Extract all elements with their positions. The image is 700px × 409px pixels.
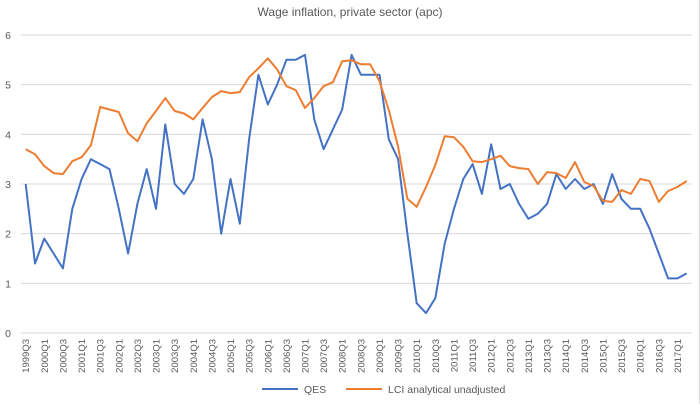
- x-tick-label: 2001Q3: [96, 339, 107, 373]
- x-tick-label: 2012Q1: [487, 339, 498, 373]
- x-tick-label: 2002Q1: [114, 339, 125, 373]
- x-tick-label: 2005Q1: [226, 339, 237, 373]
- series-line-qes: [24, 53, 688, 315]
- x-tick-label: 2007Q3: [319, 339, 330, 373]
- x-tick-label: 2015Q3: [617, 339, 628, 373]
- x-tick-label: 2000Q3: [58, 339, 69, 373]
- y-tick-label: 4: [5, 129, 11, 141]
- x-tick-label: 2006Q3: [282, 339, 293, 373]
- x-tick-label: 2001Q1: [77, 339, 88, 373]
- x-tick-label: 2009Q3: [394, 339, 405, 373]
- x-tick-label: 2014Q3: [580, 339, 591, 373]
- x-tick-label: 2004Q3: [207, 339, 218, 373]
- x-tick-label: 2008Q3: [356, 339, 367, 373]
- legend: QES LCI analytical unadjusted: [262, 384, 505, 396]
- y-tick-label: 5: [5, 80, 11, 92]
- x-tick-label: 2011Q1: [449, 339, 460, 372]
- x-tick-label: 1999Q3: [21, 339, 32, 373]
- x-tick-label: 2013Q1: [524, 339, 535, 373]
- x-tick-label: 2004Q1: [189, 339, 200, 373]
- series-line-lci: [25, 57, 688, 208]
- y-tick-label: 1: [5, 278, 11, 290]
- x-tick-label: 2000Q1: [40, 339, 51, 373]
- x-tick-label: 2010Q1: [412, 339, 423, 373]
- y-tick-label: 6: [5, 30, 11, 42]
- x-tick-label: 2007Q1: [301, 339, 312, 373]
- x-tick-label: 2010Q3: [431, 339, 442, 373]
- x-tick-label: 2005Q3: [245, 339, 256, 373]
- x-tick-label: 2015Q1: [598, 339, 609, 373]
- legend-label-lci: LCI analytical unadjusted: [388, 384, 505, 396]
- y-tick-label: 0: [5, 328, 11, 340]
- x-tick-label: 2002Q3: [133, 339, 144, 373]
- x-tick-label: 2006Q1: [263, 339, 274, 373]
- x-tick-label: 2016Q1: [636, 339, 647, 373]
- x-tick-label: 2016Q3: [654, 339, 665, 373]
- x-tick-label: 2008Q1: [338, 339, 349, 373]
- legend-label-qes: QES: [304, 384, 326, 396]
- y-tick-label: 2: [5, 229, 11, 241]
- y-tick-label: 3: [5, 179, 11, 191]
- chart-title: Wage inflation, private sector (apc): [258, 5, 443, 19]
- x-tick-label: 2003Q1: [152, 339, 163, 373]
- x-tick-label: 2012Q3: [505, 339, 516, 373]
- x-tick-label: 2011Q3: [468, 339, 479, 372]
- x-tick-label: 2017Q1: [673, 339, 684, 373]
- x-tick-label: 2009Q1: [375, 339, 386, 373]
- x-tick-label: 2014Q1: [561, 339, 572, 373]
- x-tick-label: 2003Q3: [170, 339, 181, 373]
- x-tick-label: 2013Q3: [543, 339, 554, 373]
